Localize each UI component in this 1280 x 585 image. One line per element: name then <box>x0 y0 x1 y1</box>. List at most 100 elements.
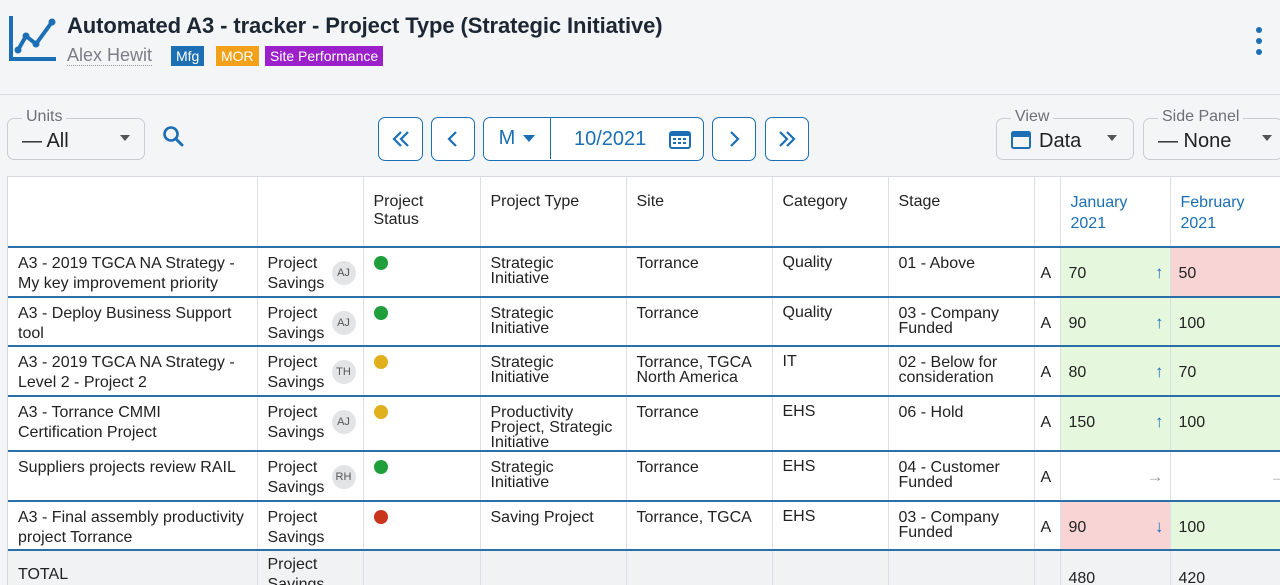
type-label-line2: Savings <box>267 324 325 342</box>
project-name[interactable]: A3 - Torrance CMMI Certification Project <box>8 395 258 452</box>
january-value-cell[interactable]: → <box>1060 450 1171 501</box>
stage-line1: 01 - Above <box>898 255 976 272</box>
january-value-cell[interactable]: 70 ↑ <box>1060 246 1171 297</box>
project-type-line2: Project, Strategic <box>490 419 613 437</box>
tag-mor[interactable]: MOR <box>216 46 259 66</box>
column-header-site[interactable]: Site <box>626 177 773 247</box>
february-value-cell[interactable]: 100 ↑ <box>1170 295 1280 347</box>
previous-period-button[interactable] <box>431 117 475 161</box>
column-header-january-2021[interactable]: January 2021 <box>1060 177 1171 247</box>
january-value-cell[interactable]: 80 ↑ <box>1060 345 1171 397</box>
january-value-cell[interactable]: 90 ↓ <box>1060 499 1171 551</box>
site-line2: North America <box>636 369 738 387</box>
project-type-cell: Strategic Initiative <box>480 246 627 297</box>
column-header-project-type[interactable]: Project Type <box>480 177 627 247</box>
january-total: 480 <box>1060 549 1171 585</box>
units-label: Units <box>22 108 67 126</box>
table-row[interactable]: Suppliers projects review RAIL Project S… <box>8 450 1280 501</box>
avatar[interactable]: AJ <box>331 261 356 285</box>
february-value-cell[interactable]: 100 ↓ <box>1170 395 1280 452</box>
last-period-button[interactable] <box>765 117 809 161</box>
table-view-icon <box>1011 131 1031 149</box>
project-name[interactable]: A3 - 2019 TGCA NA Strategy - Level 2 - P… <box>8 345 258 397</box>
trend-down-arrow-icon: ↓ <box>1278 263 1280 283</box>
month-year: 2021 <box>1180 215 1217 232</box>
avatar[interactable]: TH <box>331 360 356 385</box>
project-name[interactable]: A3 - 2019 TGCA NA Strategy - My key impr… <box>8 246 258 297</box>
february-value-cell[interactable]: 50 ↓ <box>1170 246 1280 297</box>
february-value-cell[interactable]: 70 ↓ <box>1170 345 1280 397</box>
january-value-cell[interactable]: 150 ↑ <box>1060 395 1171 452</box>
tag-mfg[interactable]: Mfg <box>171 46 205 66</box>
column-header-stage[interactable]: Stage <box>888 177 1035 247</box>
column-header-project-status[interactable]: Project Status <box>363 177 481 247</box>
side-panel-value: — None <box>1158 130 1232 152</box>
site-line1: Torrance <box>636 459 699 477</box>
tag-site-performance[interactable]: Site Performance <box>265 46 384 66</box>
page-title: Automated A3 - tracker - Project Type (S… <box>67 13 663 38</box>
period-unit-select[interactable]: M <box>484 118 551 159</box>
calendar-icon[interactable] <box>669 129 691 149</box>
table-row[interactable]: A3 - 2019 TGCA NA Strategy - My key impr… <box>8 246 1280 297</box>
month-name: January <box>1070 194 1128 211</box>
project-type-line1: Strategic <box>490 255 554 272</box>
project-type-label-cell: Project Savings TH <box>257 345 364 397</box>
total-row: TOTAL Project Savings 480 420 <box>8 549 1280 585</box>
category-cell: Quality <box>772 295 889 347</box>
site-line1: Torrance <box>636 255 699 272</box>
type-label-line1: Project <box>267 404 318 422</box>
project-name[interactable]: A3 - Final assembly productivity project… <box>8 499 258 551</box>
type-label-line1: Project <box>267 354 318 372</box>
avatar[interactable]: RH <box>331 465 356 490</box>
february-value-cell[interactable]: 100 ↓ <box>1170 499 1280 551</box>
february-value-cell[interactable]: → <box>1170 450 1280 501</box>
column-header-february-2021[interactable]: February 2021 <box>1170 177 1280 247</box>
empty-cell <box>888 549 1035 585</box>
period-date[interactable]: 10/2021 <box>574 128 647 150</box>
owner-name[interactable]: Alex Hewit <box>67 45 153 66</box>
project-status-cell <box>363 246 481 297</box>
february-total: 420 <box>1170 549 1280 585</box>
cell-value: 100 <box>1178 518 1206 536</box>
project-type-label-cell: Project Savings RH <box>257 450 364 501</box>
cell-value: 50 <box>1178 265 1197 282</box>
trend-flat-arrow-icon: → <box>1146 467 1164 487</box>
table-row[interactable]: A3 - Torrance CMMI Certification Project… <box>8 395 1280 452</box>
table-row[interactable]: A3 - Deploy Business Support tool Projec… <box>8 295 1280 347</box>
table-row[interactable]: A3 - 2019 TGCA NA Strategy - Level 2 - P… <box>8 345 1280 397</box>
search-icon[interactable] <box>162 125 184 147</box>
actual-indicator: A <box>1034 246 1061 297</box>
side-panel-select[interactable]: Side Panel — None <box>1143 108 1280 160</box>
stage-cell: 03 - Company Funded <box>888 295 1035 347</box>
avatar[interactable]: AJ <box>331 310 356 335</box>
period-picker[interactable]: M 10/2021 <box>483 117 704 161</box>
chevron-left-icon <box>447 131 457 147</box>
cell-value: 70 <box>1068 265 1087 282</box>
next-period-button[interactable] <box>712 117 756 161</box>
project-type-line1: Strategic <box>490 304 554 322</box>
status-dot-icon <box>373 256 388 270</box>
project-name[interactable]: Suppliers projects review RAIL <box>8 450 258 501</box>
total-label: TOTAL <box>8 549 258 585</box>
table-row[interactable]: A3 - Final assembly productivity project… <box>8 499 1280 551</box>
january-value-cell[interactable]: 90 ↑ <box>1060 295 1171 347</box>
project-status-cell <box>363 395 481 452</box>
status-dot-icon <box>373 509 388 524</box>
stage-line2: Funded <box>898 474 953 492</box>
units-value: — All <box>22 130 69 152</box>
first-period-button[interactable] <box>378 117 423 161</box>
project-name[interactable]: A3 - Deploy Business Support tool <box>8 295 258 347</box>
view-select[interactable]: View Data <box>996 108 1134 160</box>
type-label-line1: Project <box>267 255 318 272</box>
avatar[interactable]: AJ <box>331 410 356 435</box>
month-year: 2021 <box>1070 215 1107 232</box>
stage-line1: 06 - Hold <box>898 404 964 422</box>
column-header-category[interactable]: Category <box>772 177 889 247</box>
more-options-icon[interactable] <box>1252 27 1266 61</box>
project-type-line3: Initiative <box>490 434 550 452</box>
project-type-line1: Strategic <box>490 459 554 477</box>
project-type-label-cell: Project Savings <box>257 499 364 551</box>
trend-down-arrow-icon: ↓ <box>1278 517 1280 537</box>
units-select[interactable]: Units — All <box>7 108 145 160</box>
category-cell: EHS <box>772 499 889 551</box>
